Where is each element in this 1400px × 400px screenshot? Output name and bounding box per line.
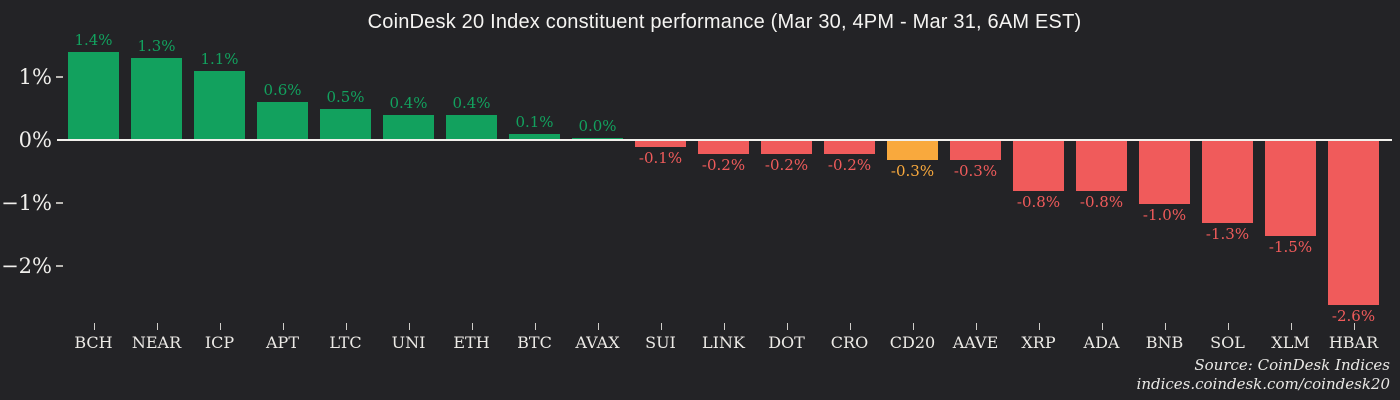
bar-sol	[1202, 141, 1253, 223]
bar-value-label: 0.1%	[515, 112, 554, 131]
x-axis-tick	[1353, 323, 1355, 330]
x-axis-label: LINK	[702, 333, 745, 352]
bar-value-label: -0.8%	[1079, 193, 1124, 212]
x-axis-tick	[1101, 323, 1103, 330]
bar-value-label: -1.0%	[1142, 206, 1187, 224]
x-axis-label: CD20	[889, 333, 936, 352]
x-axis-label: ICP	[204, 333, 235, 352]
x-axis-tick	[93, 323, 95, 330]
x-axis-tick	[534, 323, 536, 330]
bar-btc	[509, 133, 560, 140]
x-axis-label: CRO	[830, 333, 869, 352]
x-axis-label: NEAR	[131, 333, 182, 352]
bar-value-label: 0.4%	[452, 93, 491, 112]
y-axis-tick	[56, 202, 63, 204]
bar-xrp	[1013, 141, 1064, 192]
source-line-1: Source: CoinDesk Indices	[1194, 356, 1390, 374]
bar-sui	[635, 141, 686, 148]
bar-xlm	[1265, 141, 1316, 236]
bar-value-label: -0.3%	[890, 161, 935, 180]
x-axis-label: AAVE	[952, 333, 999, 352]
source-attribution: Source: CoinDesk Indices indices.coindes…	[1137, 356, 1390, 394]
bar-aave	[950, 141, 1001, 160]
bar-uni	[383, 114, 434, 140]
x-axis-tick	[471, 323, 473, 330]
x-axis-label: APT	[266, 333, 299, 352]
x-axis-label: XLM	[1271, 333, 1310, 352]
x-axis-label: SUI	[645, 333, 676, 352]
x-axis-tick	[1290, 323, 1292, 330]
bar-value-label: -0.8%	[1016, 193, 1061, 212]
x-axis-tick	[849, 323, 851, 330]
bar-value-label: -0.3%	[953, 161, 998, 180]
bar-eth	[446, 114, 497, 140]
chart-title: CoinDesk 20 Index constituent performanc…	[367, 11, 1082, 33]
bar-value-label: -2.6%	[1331, 306, 1376, 325]
bar-ada	[1076, 141, 1127, 192]
y-axis-tick	[56, 265, 63, 267]
bar-ltc	[320, 108, 371, 140]
x-axis-tick	[156, 323, 158, 330]
x-axis-tick	[786, 323, 788, 330]
bar-value-label: 0.6%	[263, 81, 302, 100]
bar-near	[131, 58, 182, 140]
x-axis-tick	[660, 323, 662, 330]
bar-cro	[824, 141, 875, 154]
x-axis-tick	[1227, 323, 1229, 330]
x-axis-tick	[723, 323, 725, 330]
bar-value-label: -1.3%	[1205, 224, 1250, 243]
x-axis-label: LTC	[329, 333, 362, 352]
x-axis-tick	[1164, 323, 1166, 330]
bar-value-label: -0.2%	[701, 155, 746, 174]
bar-dot	[761, 141, 812, 154]
bar-value-label: 0.0%	[578, 117, 617, 135]
bar-value-label: -0.2%	[764, 155, 809, 174]
x-axis-tick	[345, 323, 347, 330]
x-axis-label: ETH	[453, 333, 490, 352]
bar-value-label: -1.5%	[1268, 237, 1313, 256]
bar-value-label: 1.3%	[137, 37, 176, 56]
bar-cd20	[887, 141, 938, 160]
bar-link	[698, 141, 749, 154]
source-line-2: indices.coindesk.com/coindesk20	[1136, 375, 1390, 393]
zero-baseline	[57, 139, 1392, 141]
bar-value-label: 1.4%	[74, 30, 113, 49]
bar-value-label: 0.4%	[389, 93, 428, 112]
x-axis-label: BCH	[74, 333, 113, 352]
y-axis-label: −1%	[1, 191, 52, 215]
x-axis-tick	[1038, 323, 1040, 330]
x-axis-tick	[597, 323, 599, 330]
x-axis-label: BTC	[517, 333, 552, 352]
bar-hbar	[1328, 141, 1379, 305]
bar-value-label: -0.1%	[638, 149, 683, 168]
bar-icp	[194, 70, 245, 140]
x-axis-tick	[912, 323, 914, 330]
x-axis-label: SOL	[1210, 333, 1245, 352]
x-axis-tick	[219, 323, 221, 330]
x-axis-label: BNB	[1145, 333, 1184, 352]
x-axis-label: AVAX	[575, 333, 620, 352]
bar-bch	[68, 51, 119, 140]
y-axis-label: −2%	[1, 254, 52, 278]
bar-value-label: -0.2%	[827, 155, 872, 174]
x-axis-label: DOT	[768, 333, 805, 352]
x-axis-label: XRP	[1021, 333, 1056, 352]
y-axis-tick	[56, 76, 63, 78]
y-axis-label: 0%	[18, 128, 52, 152]
x-axis-tick	[282, 323, 284, 330]
x-axis-tick	[975, 323, 977, 330]
x-axis-label: UNI	[391, 333, 426, 352]
x-axis-label: ADA	[1083, 333, 1120, 352]
y-axis-label: 1%	[18, 65, 52, 89]
x-axis-tick	[408, 323, 410, 330]
x-axis-label: HBAR	[1328, 333, 1379, 352]
bar-apt	[257, 102, 308, 140]
bar-value-label: 0.5%	[326, 87, 365, 106]
bar-value-label: 1.1%	[200, 49, 239, 68]
bar-bnb	[1139, 141, 1190, 204]
